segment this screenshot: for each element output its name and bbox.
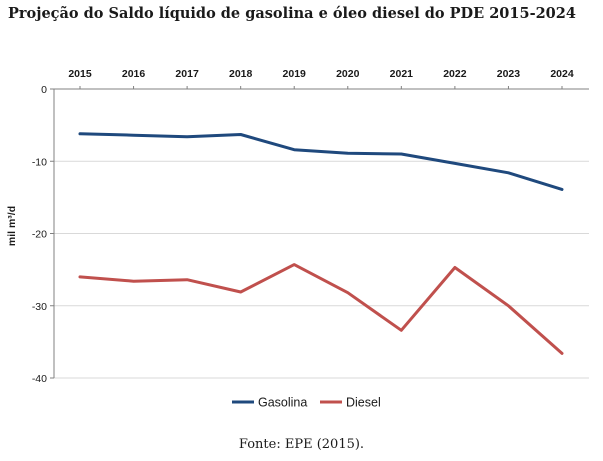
x-tick-label: 2023 xyxy=(497,68,521,80)
series-lines xyxy=(78,132,564,355)
x-tick-label: 2022 xyxy=(443,68,467,80)
legend-label-diesel: Diesel xyxy=(346,396,381,410)
x-tick-labels: 2015 2016 2017 2018 2019 2020 2021 2022 2023 2024 xyxy=(68,68,574,80)
y-tick-label: -40 xyxy=(32,373,47,385)
x-tick-label: 2017 xyxy=(175,68,199,80)
gridlines xyxy=(54,160,589,379)
x-tick-label: 2020 xyxy=(336,68,360,80)
x-tick-label: 2018 xyxy=(229,68,253,80)
x-tick-label: 2021 xyxy=(390,68,414,80)
y-tick-labels: 0 -10 -20 -30 -40 xyxy=(32,84,47,385)
legend-label-gasolina: Gasolina xyxy=(258,396,307,410)
x-tick-label: 2016 xyxy=(122,68,146,80)
x-tick-label: 2019 xyxy=(283,68,307,80)
y-tick-label: 0 xyxy=(41,84,47,96)
y-axis-label: mil m³/d xyxy=(6,206,18,246)
series-line-diesel xyxy=(78,263,564,355)
x-tick-label: 2024 xyxy=(550,68,574,80)
x-tick-label: 2015 xyxy=(68,68,92,80)
series-line-gasolina xyxy=(78,132,564,191)
y-tick-label: -20 xyxy=(32,229,47,241)
y-tick-label: -30 xyxy=(32,301,47,313)
legend: Gasolina Diesel xyxy=(232,396,381,410)
y-tick-label: -10 xyxy=(32,156,47,168)
axes xyxy=(50,86,589,379)
source-caption: Fonte: EPE (2015). xyxy=(238,437,365,452)
chart-title: Projeção do Saldo líquido de gasolina e … xyxy=(8,5,576,22)
